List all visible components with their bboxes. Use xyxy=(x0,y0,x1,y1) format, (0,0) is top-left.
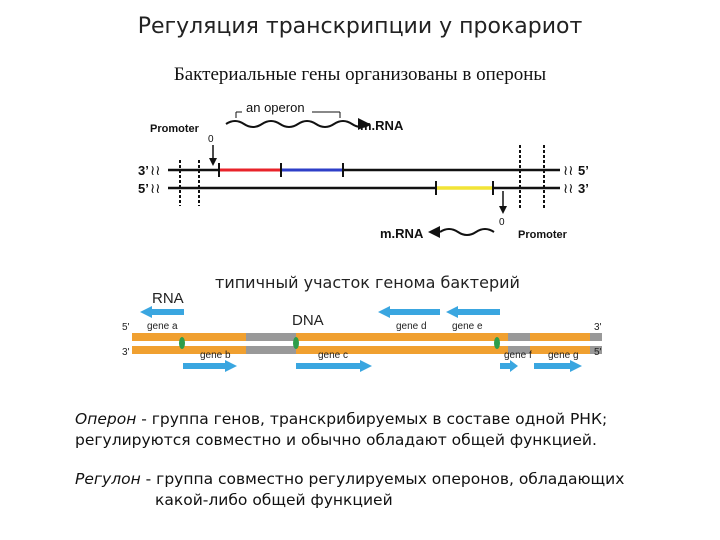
gene-c-label: gene c xyxy=(318,350,348,361)
end-right-top: 3' xyxy=(594,322,602,333)
mrna-arrowhead-top xyxy=(358,118,370,130)
arrow-gene-a xyxy=(140,306,184,318)
operon-label: an operon xyxy=(246,100,305,115)
gene-d-label: gene d xyxy=(396,321,427,332)
arrow-gene-f xyxy=(500,360,518,372)
end-left-bottom: 3' xyxy=(122,347,130,358)
strand-right-bottom: 3’ xyxy=(578,181,589,196)
promoter-arrow-bottom-head xyxy=(499,206,507,214)
rna-label: RNA xyxy=(152,290,184,307)
spacer-bottom-1 xyxy=(246,346,296,354)
operon-diagram: an operon m.RNA Promoter 0 3’ ≀≀ ≀≀ 5’ 5… xyxy=(138,100,589,241)
arrow-gene-c xyxy=(296,360,372,372)
operon-term: Оперон xyxy=(75,410,137,428)
strand-left-bottom: 5’ xyxy=(138,181,149,196)
promoter-marker-3 xyxy=(494,337,500,349)
spacer-top-3 xyxy=(590,333,602,341)
dna-top-strand xyxy=(132,333,602,341)
regulon-definition-text-1: - группа совместно регулируемых оперонов… xyxy=(140,470,625,488)
dna-label: DNA xyxy=(292,312,324,329)
page-title: Регуляция транскрипции у прокариот xyxy=(137,14,583,39)
break-right-bottom: ≀≀ xyxy=(563,180,574,196)
promoter-marker-1 xyxy=(179,337,185,349)
spacer-bottom-2 xyxy=(508,346,530,354)
mrna-arrowhead-bottom xyxy=(428,226,440,238)
gene-e-label: gene e xyxy=(452,321,483,332)
zero-label-bottom: 0 xyxy=(499,217,505,228)
operon-definition-text: - группа генов, транскрибируемых в соста… xyxy=(75,410,608,449)
promoter-label-bottom: Promoter xyxy=(518,229,568,241)
mrna-wave-bottom xyxy=(439,228,495,236)
promoter-label-top: Promoter xyxy=(150,123,200,135)
break-right-top: ≀≀ xyxy=(563,162,574,178)
genome-diagram: RNA DNA gene a gene d gene e 5' 3' 3' 5'… xyxy=(122,290,602,372)
strand-right-top: 5’ xyxy=(578,163,589,178)
mrna-wave-top xyxy=(225,120,371,128)
regulon-term: Регулон xyxy=(75,470,141,488)
spacer-top-2 xyxy=(508,333,530,341)
regulon-definition-text-2: какой-либо общей функцией xyxy=(155,491,393,509)
break-left-bottom: ≀≀ xyxy=(150,180,161,196)
spacer-bottom-3 xyxy=(590,346,602,354)
gene-b-label: gene b xyxy=(200,350,231,361)
dna-bottom-strand xyxy=(132,346,602,354)
arrow-gene-e xyxy=(446,306,500,318)
gene-g-label: gene g xyxy=(548,350,579,361)
break-left-top: ≀≀ xyxy=(150,162,161,178)
mrna-label-bottom: m.RNA xyxy=(380,226,424,241)
genome-caption: типичный участок генома бактерий xyxy=(215,273,520,292)
gene-f-label: gene f xyxy=(504,350,532,361)
end-left-top: 5' xyxy=(122,322,130,333)
gene-a-label: gene a xyxy=(147,321,178,332)
promoter-marker-2 xyxy=(293,337,299,349)
strand-left-top: 3’ xyxy=(138,163,149,178)
regulon-definition: Регулон - группа совместно регулируемых … xyxy=(75,469,695,511)
end-right-bottom: 5' xyxy=(594,347,602,358)
mrna-label-top: m.RNA xyxy=(360,118,404,133)
subtitle: Бактериальные гены организованы в оперон… xyxy=(173,64,547,85)
arrow-gene-d xyxy=(378,306,440,318)
operon-definition: Оперон - группа генов, транскрибируемых … xyxy=(75,409,695,451)
spacer-top-1 xyxy=(246,333,296,341)
arrow-gene-b xyxy=(183,360,237,372)
promoter-arrow-top-head xyxy=(209,158,217,166)
arrow-gene-g xyxy=(534,360,582,372)
zero-label-top: 0 xyxy=(208,134,214,145)
